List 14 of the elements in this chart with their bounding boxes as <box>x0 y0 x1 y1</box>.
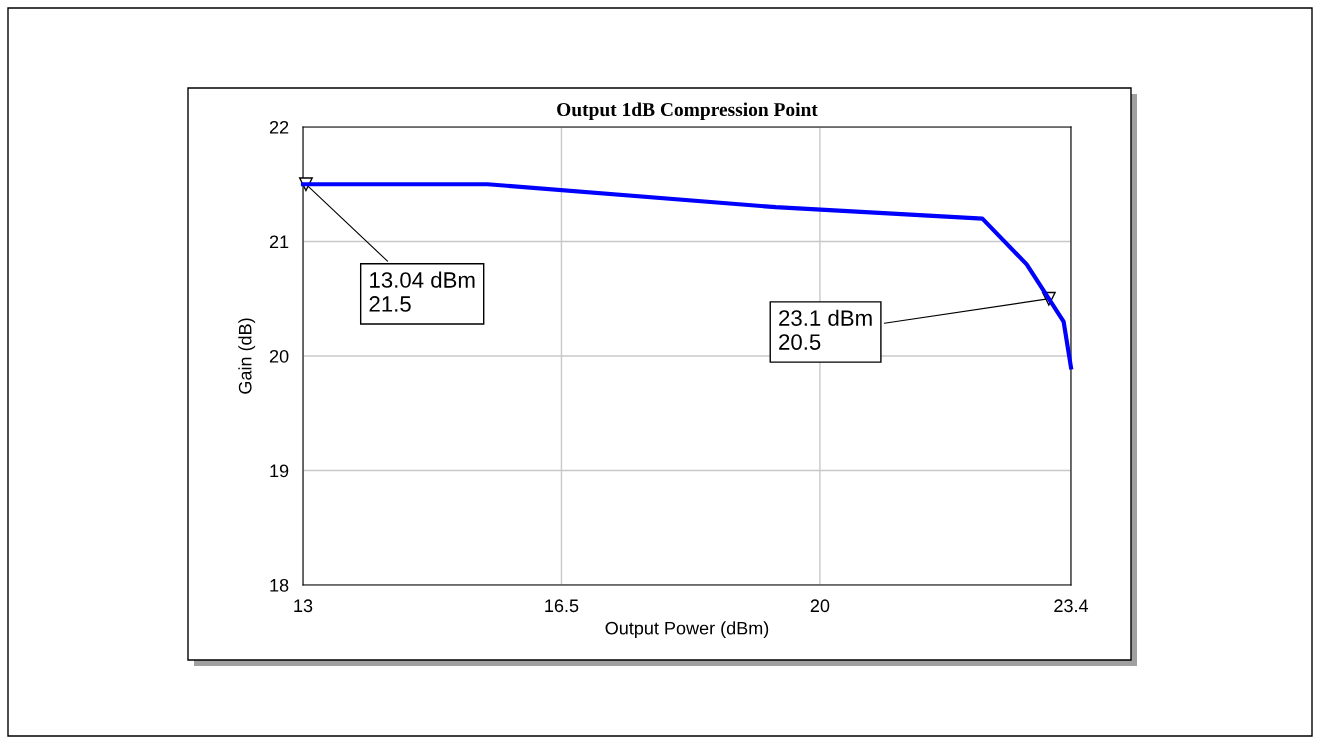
x-tick-label: 13 <box>294 599 313 613</box>
y-tick-label: 19 <box>270 464 289 478</box>
annotation: 23.1 dBm 20.5 <box>779 309 872 350</box>
y-tick-label: 20 <box>269 349 289 363</box>
y-axis-title: Gain (dB) <box>238 318 256 394</box>
x-tick-label: 20 <box>810 599 830 613</box>
y-tick-label: 21 <box>269 235 289 249</box>
y-tick-label: 18 <box>270 578 289 592</box>
chart-title: Output 1dB Compression Point <box>557 102 818 121</box>
x-axis-title: Output Power (dBm) <box>605 621 769 639</box>
y-tick-label: 22 <box>269 120 289 134</box>
annotation: 13.04 dBm 21.5 <box>369 271 475 312</box>
x-tick-label: 23.4 <box>1054 599 1089 613</box>
x-tick-label: 16.5 <box>545 599 579 613</box>
